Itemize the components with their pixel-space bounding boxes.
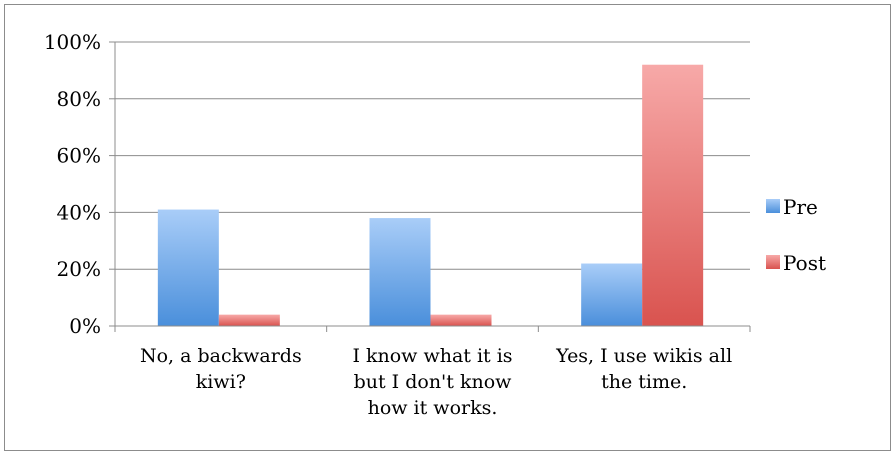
bars [157,64,704,326]
bar-post-1 [218,314,280,326]
axes [109,41,751,332]
bar-pre-1 [157,209,219,326]
bar-pre-3 [581,263,643,326]
x-category-label: the time. [601,371,687,393]
y-tick-label: 40% [57,200,101,224]
y-tick-label: 60% [57,144,101,168]
y-tick-label: 80% [57,87,101,111]
axis-labels: 0% 20% 40% 60% 80% 100% No, a backwards kiwi? I … [44,30,732,419]
legend: Pre Post [766,195,826,275]
x-category-label: Yes, I use wikis all [555,345,732,367]
x-category-label: kiwi? [196,371,246,393]
legend-swatch-post [766,255,780,269]
y-tick-label: 20% [57,257,101,281]
legend-label-pre: Pre [783,195,818,219]
legend-swatch-pre [766,199,780,213]
y-tick-label: 100% [44,30,101,54]
chart-frame [4,4,891,451]
x-category-label: I know what it is [352,345,512,367]
x-category-label: No, a backwards [140,345,302,367]
y-tick-label: 0% [69,314,101,338]
x-category-label: but I don't know [354,371,513,393]
bar-pre-2 [369,218,431,326]
bar-post-2 [430,314,492,326]
x-category-label: how it works. [368,397,498,419]
bar-post-3 [642,64,704,326]
legend-label-post: Post [783,251,826,275]
